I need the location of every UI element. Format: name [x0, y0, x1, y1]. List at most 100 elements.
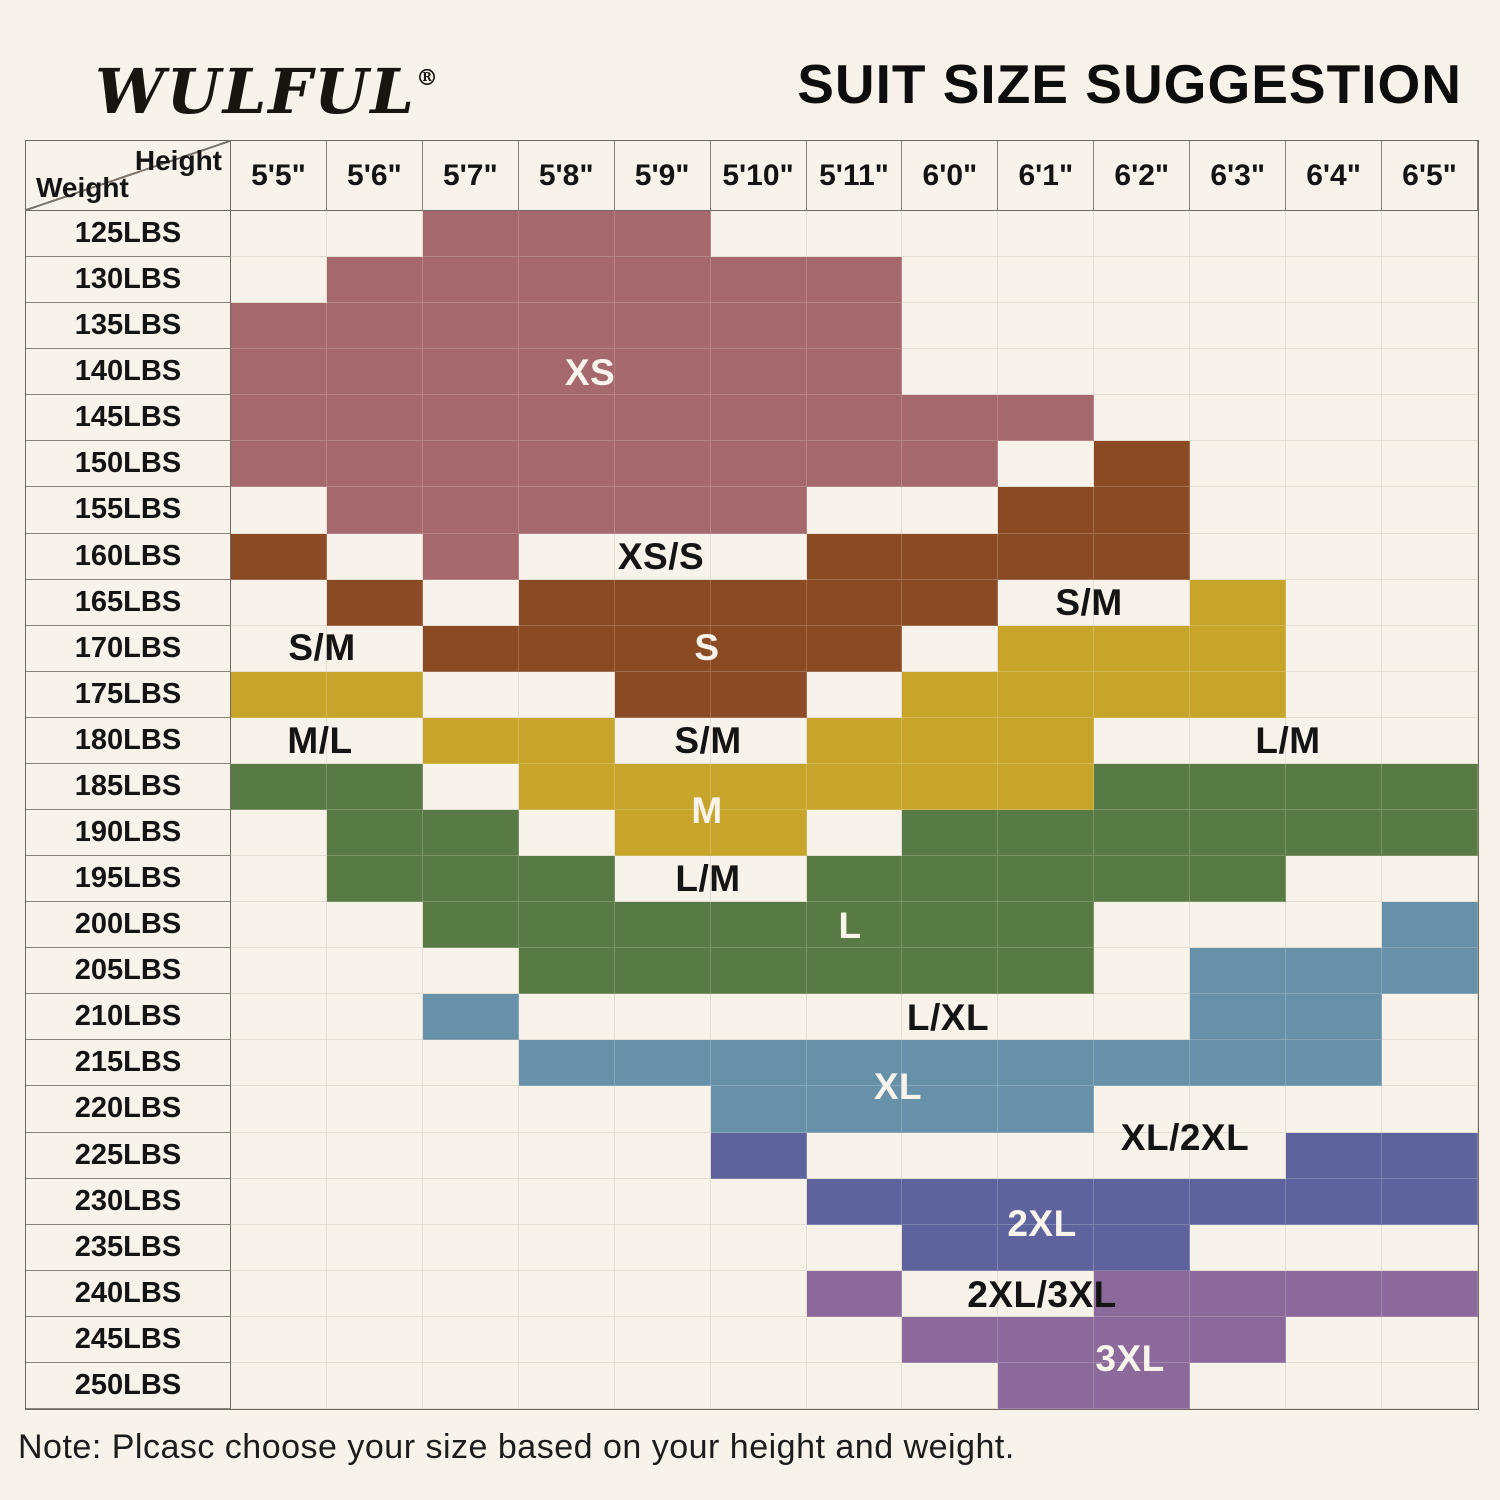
grid-cell — [326, 533, 423, 580]
grid-cell — [710, 1270, 807, 1317]
grid-cell — [806, 257, 903, 304]
grid-cell — [806, 717, 903, 764]
grid-cell — [1094, 856, 1191, 903]
grid-cell — [1094, 211, 1191, 258]
grid-cell — [614, 211, 711, 258]
brand-name: WULFUL — [95, 55, 416, 128]
grid-cell — [998, 1270, 1095, 1317]
weight-label-24: 245LBS — [26, 1316, 231, 1363]
grid-cell — [231, 487, 327, 534]
grid-cell — [710, 441, 807, 488]
grid-cell — [326, 1224, 423, 1271]
grid-cell — [422, 211, 519, 258]
grid-cell — [1190, 948, 1287, 995]
grid-cell — [998, 1178, 1095, 1225]
grid-cell — [806, 1086, 903, 1133]
weight-label-8: 165LBS — [26, 579, 231, 626]
grid-cell — [614, 902, 711, 949]
grid-cell — [1382, 994, 1478, 1041]
size-region-label-12: XL — [873, 1066, 923, 1107]
grid-cell — [326, 1316, 423, 1363]
height-header-6: 5'11" — [806, 141, 903, 211]
grid-cell — [806, 1040, 903, 1087]
grid-cell — [1286, 671, 1383, 718]
grid-cell — [710, 1316, 807, 1363]
grid-cell — [326, 763, 423, 810]
grid-cell — [1094, 994, 1191, 1041]
grid-cell — [902, 1362, 999, 1409]
grid-cell — [518, 349, 615, 396]
grid-cell — [710, 625, 807, 672]
grid-cell — [1190, 671, 1287, 718]
grid-cell — [1094, 1178, 1191, 1225]
grid-cell — [902, 671, 999, 718]
weight-label-4: 145LBS — [26, 395, 231, 442]
grid-cell — [231, 1270, 327, 1317]
grid-cell — [326, 1040, 423, 1087]
weight-label-12: 185LBS — [26, 763, 231, 810]
grid-cell — [1382, 763, 1478, 810]
grid-cell — [902, 994, 999, 1041]
grid-cell — [422, 948, 519, 995]
grid-cell — [806, 763, 903, 810]
weight-label-7: 160LBS — [26, 533, 231, 580]
grid-cell — [710, 1178, 807, 1225]
grid-cell — [998, 487, 1095, 534]
grid-cell — [1094, 763, 1191, 810]
size-region-label-2: S/M — [1055, 582, 1123, 623]
grid-cell — [998, 1132, 1095, 1179]
grid-cell — [806, 211, 903, 258]
grid-cell — [1286, 211, 1383, 258]
footnote: Note: Plcasc choose your size based on y… — [18, 1428, 1015, 1466]
grid-cell — [231, 948, 327, 995]
grid-cell — [1094, 533, 1191, 580]
grid-cell — [1190, 1362, 1287, 1409]
grid-cell — [518, 1270, 615, 1317]
grid-cell — [806, 1224, 903, 1271]
grid-cell — [614, 625, 711, 672]
grid-cell — [1094, 1132, 1191, 1179]
grid-cell — [231, 349, 327, 396]
grid-cell — [1190, 349, 1287, 396]
grid-cell — [614, 487, 711, 534]
grid-cell — [231, 395, 327, 442]
page-title: SUIT SIZE SUGGESTION — [797, 53, 1462, 115]
grid-cell — [614, 579, 711, 626]
grid-cell — [902, 349, 999, 396]
height-header-1: 5'6" — [326, 141, 423, 211]
grid-cell — [998, 856, 1095, 903]
grid-cell — [1094, 395, 1191, 442]
grid-cell — [326, 1362, 423, 1409]
grid-cell — [1286, 533, 1383, 580]
grid-cell — [1190, 1132, 1287, 1179]
grid-cell — [231, 1086, 327, 1133]
weight-label-14: 195LBS — [26, 856, 231, 903]
grid-cell — [998, 395, 1095, 442]
brand-logo: WULFUL® — [95, 55, 438, 128]
grid-cell — [422, 395, 519, 442]
grid-cell — [710, 579, 807, 626]
grid-cell — [231, 671, 327, 718]
grid-cell — [710, 948, 807, 995]
grid-cell — [326, 1178, 423, 1225]
grid-cell — [614, 533, 711, 580]
grid-cell — [1382, 349, 1478, 396]
grid-cell — [326, 441, 423, 488]
size-region-label-10: L — [838, 905, 862, 946]
grid-cell — [902, 533, 999, 580]
grid-cell — [806, 1270, 903, 1317]
grid-cell — [518, 994, 615, 1041]
grid-cell — [518, 395, 615, 442]
grid-cell — [518, 763, 615, 810]
registered-trademark-icon: ® — [415, 65, 438, 91]
grid-cell — [710, 1362, 807, 1409]
height-header-4: 5'9" — [614, 141, 711, 211]
grid-cell — [1094, 717, 1191, 764]
grid-cell — [902, 856, 999, 903]
grid-cell — [1382, 902, 1478, 949]
grid-cell — [614, 1040, 711, 1087]
grid-cell — [1286, 994, 1383, 1041]
grid-cell — [1190, 1270, 1287, 1317]
grid-cell — [231, 1132, 327, 1179]
grid-cell — [231, 533, 327, 580]
